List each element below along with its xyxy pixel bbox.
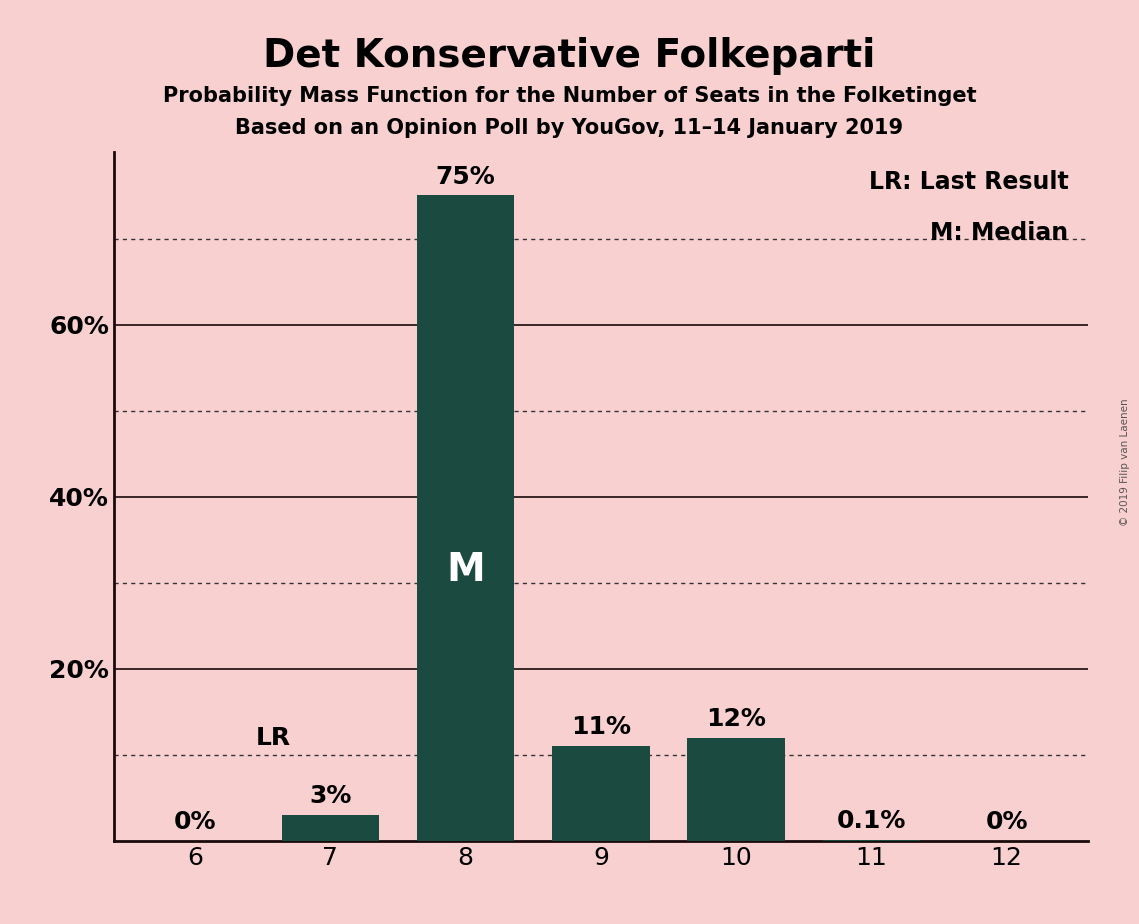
Text: 3%: 3%: [309, 784, 352, 808]
Bar: [687, 737, 785, 841]
Text: Based on an Opinion Poll by YouGov, 11–14 January 2019: Based on an Opinion Poll by YouGov, 11–1…: [236, 118, 903, 139]
Text: 0.1%: 0.1%: [837, 809, 906, 833]
Bar: [417, 196, 515, 841]
Text: 75%: 75%: [436, 164, 495, 188]
Text: LR: Last Result: LR: Last Result: [869, 170, 1068, 194]
Text: Probability Mass Function for the Number of Seats in the Folketinget: Probability Mass Function for the Number…: [163, 86, 976, 106]
Bar: [552, 747, 649, 841]
Text: 0%: 0%: [985, 810, 1027, 834]
Text: 12%: 12%: [706, 707, 767, 731]
Text: Det Konservative Folkeparti: Det Konservative Folkeparti: [263, 37, 876, 75]
Text: M: M: [446, 551, 485, 589]
Text: © 2019 Filip van Laenen: © 2019 Filip van Laenen: [1120, 398, 1130, 526]
Text: 0%: 0%: [174, 810, 216, 834]
Bar: [281, 815, 379, 841]
Text: 11%: 11%: [571, 715, 631, 739]
Text: M: Median: M: Median: [931, 222, 1068, 245]
Text: LR: LR: [256, 725, 292, 749]
